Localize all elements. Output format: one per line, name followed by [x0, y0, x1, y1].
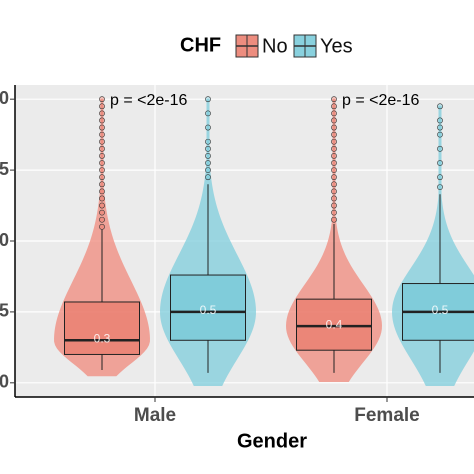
box	[64, 301, 140, 355]
outlier	[205, 96, 211, 103]
outlier	[331, 160, 337, 166]
outlier	[437, 103, 443, 110]
outlier	[331, 138, 337, 145]
outlier	[437, 124, 443, 131]
outlier	[331, 110, 337, 117]
y-tick-label: 1.5	[0, 159, 9, 179]
outlier	[205, 145, 211, 152]
outlier	[331, 145, 337, 152]
outlier	[99, 124, 105, 131]
outlier	[99, 131, 105, 138]
value-label: 0.4	[326, 317, 343, 331]
outlier	[99, 160, 105, 166]
y-tick-label: 0.0	[0, 372, 9, 392]
outlier	[99, 209, 105, 216]
x-axis-title: Gender	[237, 430, 307, 452]
outlier	[205, 110, 211, 117]
outlier	[99, 96, 105, 103]
outlier	[99, 216, 105, 223]
outlier	[99, 110, 105, 117]
outlier	[99, 117, 105, 124]
value-label: 0.5	[200, 303, 217, 317]
outlier	[205, 160, 211, 166]
outlier	[331, 124, 337, 131]
annotation: p = <2e-16	[342, 92, 420, 109]
outlier	[331, 188, 337, 195]
outlier	[437, 131, 443, 138]
outlier	[437, 145, 443, 152]
outlier	[437, 174, 443, 181]
outlier	[331, 195, 337, 202]
x-tick-label: Female	[354, 405, 419, 426]
legend-label: No	[262, 35, 288, 57]
legend-title: CHF	[180, 34, 221, 56]
box	[170, 274, 246, 341]
outlier	[331, 174, 337, 181]
value-label: 0.5	[432, 303, 449, 317]
outlier	[331, 167, 337, 173]
y-tick-label: 1.0	[0, 230, 9, 250]
value-label: 0.3	[94, 331, 111, 345]
outlier	[437, 160, 443, 166]
outlier	[205, 153, 211, 159]
outlier	[99, 174, 105, 181]
outlier	[205, 124, 211, 131]
annotation: p = <2e-16	[110, 92, 188, 109]
outlier	[331, 103, 337, 110]
outlier	[331, 181, 337, 188]
box	[296, 298, 372, 351]
outlier	[99, 167, 105, 173]
legend-label: Yes	[320, 35, 353, 57]
outlier	[99, 138, 105, 145]
outlier	[99, 181, 105, 188]
y-tick-label: 0.5	[0, 301, 9, 321]
y-tick-label: 2.0	[0, 88, 9, 108]
outlier	[99, 188, 105, 195]
outlier	[205, 174, 211, 181]
outlier	[205, 138, 211, 145]
x-tick-label: Male	[134, 405, 176, 426]
outlier	[99, 223, 105, 230]
outlier	[99, 103, 105, 110]
outlier	[331, 96, 337, 103]
outlier	[205, 167, 211, 173]
outlier	[99, 145, 105, 152]
outlier	[331, 216, 337, 223]
outlier	[331, 117, 337, 124]
outlier	[99, 195, 105, 202]
outlier	[331, 202, 337, 209]
outlier	[331, 209, 337, 216]
outlier	[331, 153, 337, 159]
outlier	[99, 202, 105, 209]
outlier	[437, 184, 443, 191]
outlier	[331, 131, 337, 138]
outlier	[437, 117, 443, 124]
outlier	[99, 153, 105, 159]
